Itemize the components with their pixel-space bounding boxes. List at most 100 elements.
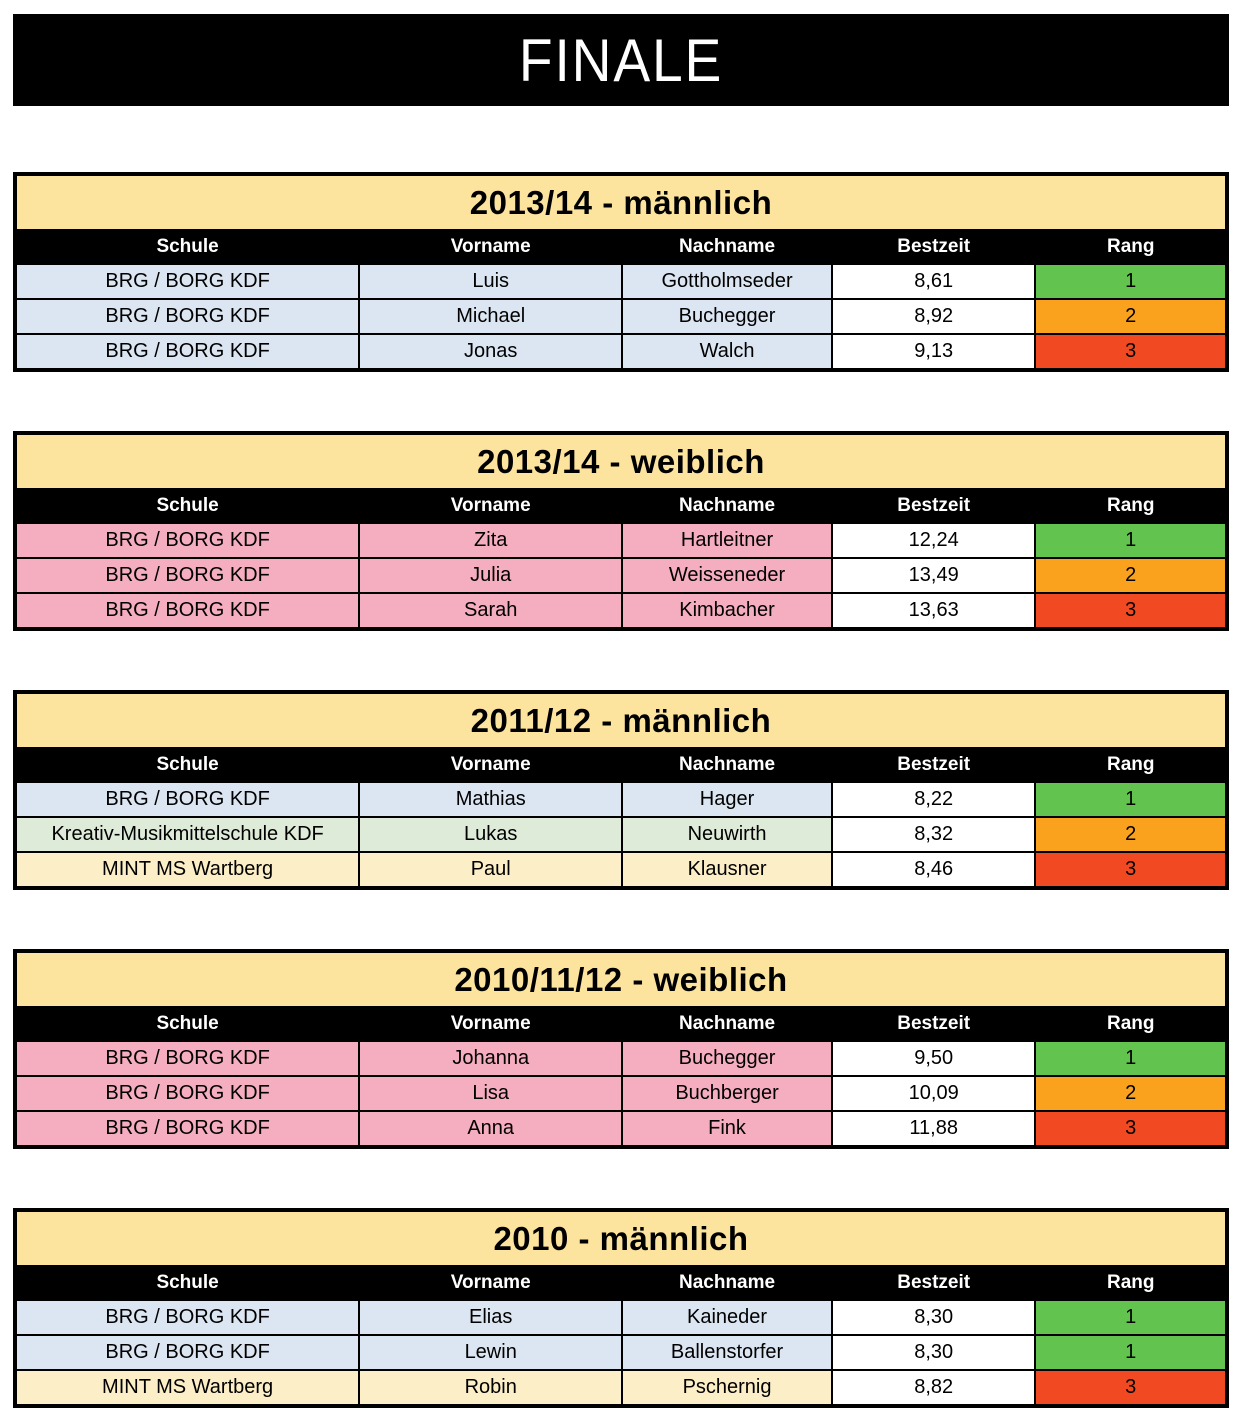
table-row: BRG / BORG KDF Johanna Buchegger 9,50 1 bbox=[13, 1040, 1228, 1077]
cell-bestzeit: 8,46 bbox=[830, 851, 1037, 889]
table-section-2010-11-12-w: 2010/11/12 - weiblich Schule Vorname Nac… bbox=[13, 949, 1229, 1149]
cell-bestzeit: 13,63 bbox=[830, 592, 1037, 630]
table-title-row: 2010 - männlich bbox=[14, 1209, 1228, 1267]
table-title: 2011/12 - männlich bbox=[14, 691, 1228, 749]
table-row: BRG / BORG KDF Elias Kaineder 8,30 1 bbox=[13, 1299, 1228, 1336]
cell-vorname: Luis bbox=[358, 263, 624, 300]
column-header-nachname: Nachname bbox=[621, 488, 833, 524]
cell-nachname: Weisseneder bbox=[621, 557, 833, 594]
cell-nachname: Hager bbox=[621, 781, 833, 818]
cell-bestzeit: 8,82 bbox=[830, 1369, 1037, 1407]
column-header-bestzeit: Bestzeit bbox=[830, 488, 1037, 524]
table-header-row: Schule Vorname Nachname Bestzeit Rang bbox=[13, 747, 1228, 783]
cell-nachname: Klausner bbox=[621, 851, 833, 889]
table-title-row: 2011/12 - männlich bbox=[14, 691, 1228, 749]
cell-schule: BRG / BORG KDF bbox=[13, 1334, 361, 1371]
column-header-nachname: Nachname bbox=[621, 1265, 833, 1301]
cell-rang: 1 bbox=[1034, 263, 1228, 300]
cell-bestzeit: 8,22 bbox=[830, 781, 1037, 818]
column-header-vorname: Vorname bbox=[358, 1265, 624, 1301]
cell-nachname: Buchegger bbox=[621, 298, 833, 335]
cell-rang: 1 bbox=[1034, 1334, 1228, 1371]
table-title: 2013/14 - weiblich bbox=[14, 432, 1228, 490]
cell-vorname: Michael bbox=[358, 298, 624, 335]
cell-bestzeit: 8,30 bbox=[830, 1299, 1037, 1336]
table-row: MINT MS Wartberg Robin Pschernig 8,82 3 bbox=[13, 1369, 1228, 1407]
page-title: FINALE bbox=[518, 26, 724, 94]
cell-vorname: Lewin bbox=[358, 1334, 624, 1371]
cell-nachname: Kimbacher bbox=[621, 592, 833, 630]
table-row: BRG / BORG KDF Julia Weisseneder 13,49 2 bbox=[13, 557, 1228, 594]
cell-bestzeit: 8,92 bbox=[830, 298, 1037, 335]
cell-rang: 1 bbox=[1034, 781, 1228, 818]
cell-rang: 1 bbox=[1034, 522, 1228, 559]
cell-schule: BRG / BORG KDF bbox=[13, 263, 361, 300]
column-header-schule: Schule bbox=[13, 1265, 361, 1301]
cell-vorname: Zita bbox=[358, 522, 624, 559]
cell-rang: 2 bbox=[1034, 557, 1228, 594]
cell-schule: BRG / BORG KDF bbox=[13, 522, 361, 559]
cell-rang: 3 bbox=[1034, 1369, 1228, 1407]
table-section-2010-m: 2010 - männlich Schule Vorname Nachname … bbox=[13, 1208, 1229, 1408]
column-header-vorname: Vorname bbox=[358, 1006, 624, 1042]
cell-rang: 3 bbox=[1034, 851, 1228, 889]
table-row: BRG / BORG KDF Sarah Kimbacher 13,63 3 bbox=[13, 592, 1228, 630]
cell-nachname: Gottholmseder bbox=[621, 263, 833, 300]
cell-nachname: Kaineder bbox=[621, 1299, 833, 1336]
cell-bestzeit: 9,13 bbox=[830, 333, 1037, 371]
cell-nachname: Hartleitner bbox=[621, 522, 833, 559]
cell-schule: BRG / BORG KDF bbox=[13, 592, 361, 630]
column-header-schule: Schule bbox=[13, 488, 361, 524]
table-title: 2010 - männlich bbox=[14, 1209, 1228, 1267]
cell-schule: BRG / BORG KDF bbox=[13, 1110, 361, 1148]
cell-bestzeit: 8,30 bbox=[830, 1334, 1037, 1371]
results-table: 2010 - männlich Schule Vorname Nachname … bbox=[13, 1208, 1229, 1408]
table-title: 2010/11/12 - weiblich bbox=[14, 950, 1228, 1008]
table-row: MINT MS Wartberg Paul Klausner 8,46 3 bbox=[13, 851, 1228, 889]
table-section-2013-14-w: 2013/14 - weiblich Schule Vorname Nachna… bbox=[13, 431, 1229, 631]
cell-rang: 1 bbox=[1034, 1299, 1228, 1336]
table-header-row: Schule Vorname Nachname Bestzeit Rang bbox=[13, 1006, 1228, 1042]
cell-schule: BRG / BORG KDF bbox=[13, 1299, 361, 1336]
cell-schule: Kreativ-Musikmittelschule KDF bbox=[13, 816, 361, 853]
table-row: BRG / BORG KDF Michael Buchegger 8,92 2 bbox=[13, 298, 1228, 335]
column-header-rang: Rang bbox=[1034, 1006, 1228, 1042]
table-header-row: Schule Vorname Nachname Bestzeit Rang bbox=[13, 1265, 1228, 1301]
column-header-bestzeit: Bestzeit bbox=[830, 229, 1037, 265]
cell-vorname: Lisa bbox=[358, 1075, 624, 1112]
cell-schule: BRG / BORG KDF bbox=[13, 781, 361, 818]
cell-nachname: Ballenstorfer bbox=[621, 1334, 833, 1371]
cell-rang: 3 bbox=[1034, 1110, 1228, 1148]
finale-banner: FINALE bbox=[13, 14, 1229, 106]
column-header-schule: Schule bbox=[13, 1006, 361, 1042]
cell-vorname: Jonas bbox=[358, 333, 624, 371]
cell-nachname: Walch bbox=[621, 333, 833, 371]
cell-bestzeit: 9,50 bbox=[830, 1040, 1037, 1077]
column-header-bestzeit: Bestzeit bbox=[830, 747, 1037, 783]
cell-bestzeit: 8,61 bbox=[830, 263, 1037, 300]
table-row: BRG / BORG KDF Lisa Buchberger 10,09 2 bbox=[13, 1075, 1228, 1112]
results-page: FINALE 2013/14 - männlich Schule Vorname… bbox=[0, 14, 1242, 1408]
column-header-rang: Rang bbox=[1034, 488, 1228, 524]
table-title-row: 2013/14 - männlich bbox=[14, 173, 1228, 231]
column-header-nachname: Nachname bbox=[621, 747, 833, 783]
cell-schule: MINT MS Wartberg bbox=[13, 851, 361, 889]
cell-rang: 3 bbox=[1034, 592, 1228, 630]
cell-nachname: Pschernig bbox=[621, 1369, 833, 1407]
cell-schule: BRG / BORG KDF bbox=[13, 333, 361, 371]
results-table: 2011/12 - männlich Schule Vorname Nachna… bbox=[13, 690, 1229, 890]
table-title-row: 2013/14 - weiblich bbox=[14, 432, 1228, 490]
table-title: 2013/14 - männlich bbox=[14, 173, 1228, 231]
cell-vorname: Julia bbox=[358, 557, 624, 594]
table-row: BRG / BORG KDF Mathias Hager 8,22 1 bbox=[13, 781, 1228, 818]
cell-bestzeit: 8,32 bbox=[830, 816, 1037, 853]
column-header-rang: Rang bbox=[1034, 747, 1228, 783]
cell-nachname: Neuwirth bbox=[621, 816, 833, 853]
column-header-schule: Schule bbox=[13, 229, 361, 265]
table-row: BRG / BORG KDF Luis Gottholmseder 8,61 1 bbox=[13, 263, 1228, 300]
cell-vorname: Anna bbox=[358, 1110, 624, 1148]
table-section-2011-12-m: 2011/12 - männlich Schule Vorname Nachna… bbox=[13, 690, 1229, 890]
cell-schule: BRG / BORG KDF bbox=[13, 557, 361, 594]
cell-schule: MINT MS Wartberg bbox=[13, 1369, 361, 1407]
column-header-vorname: Vorname bbox=[358, 488, 624, 524]
